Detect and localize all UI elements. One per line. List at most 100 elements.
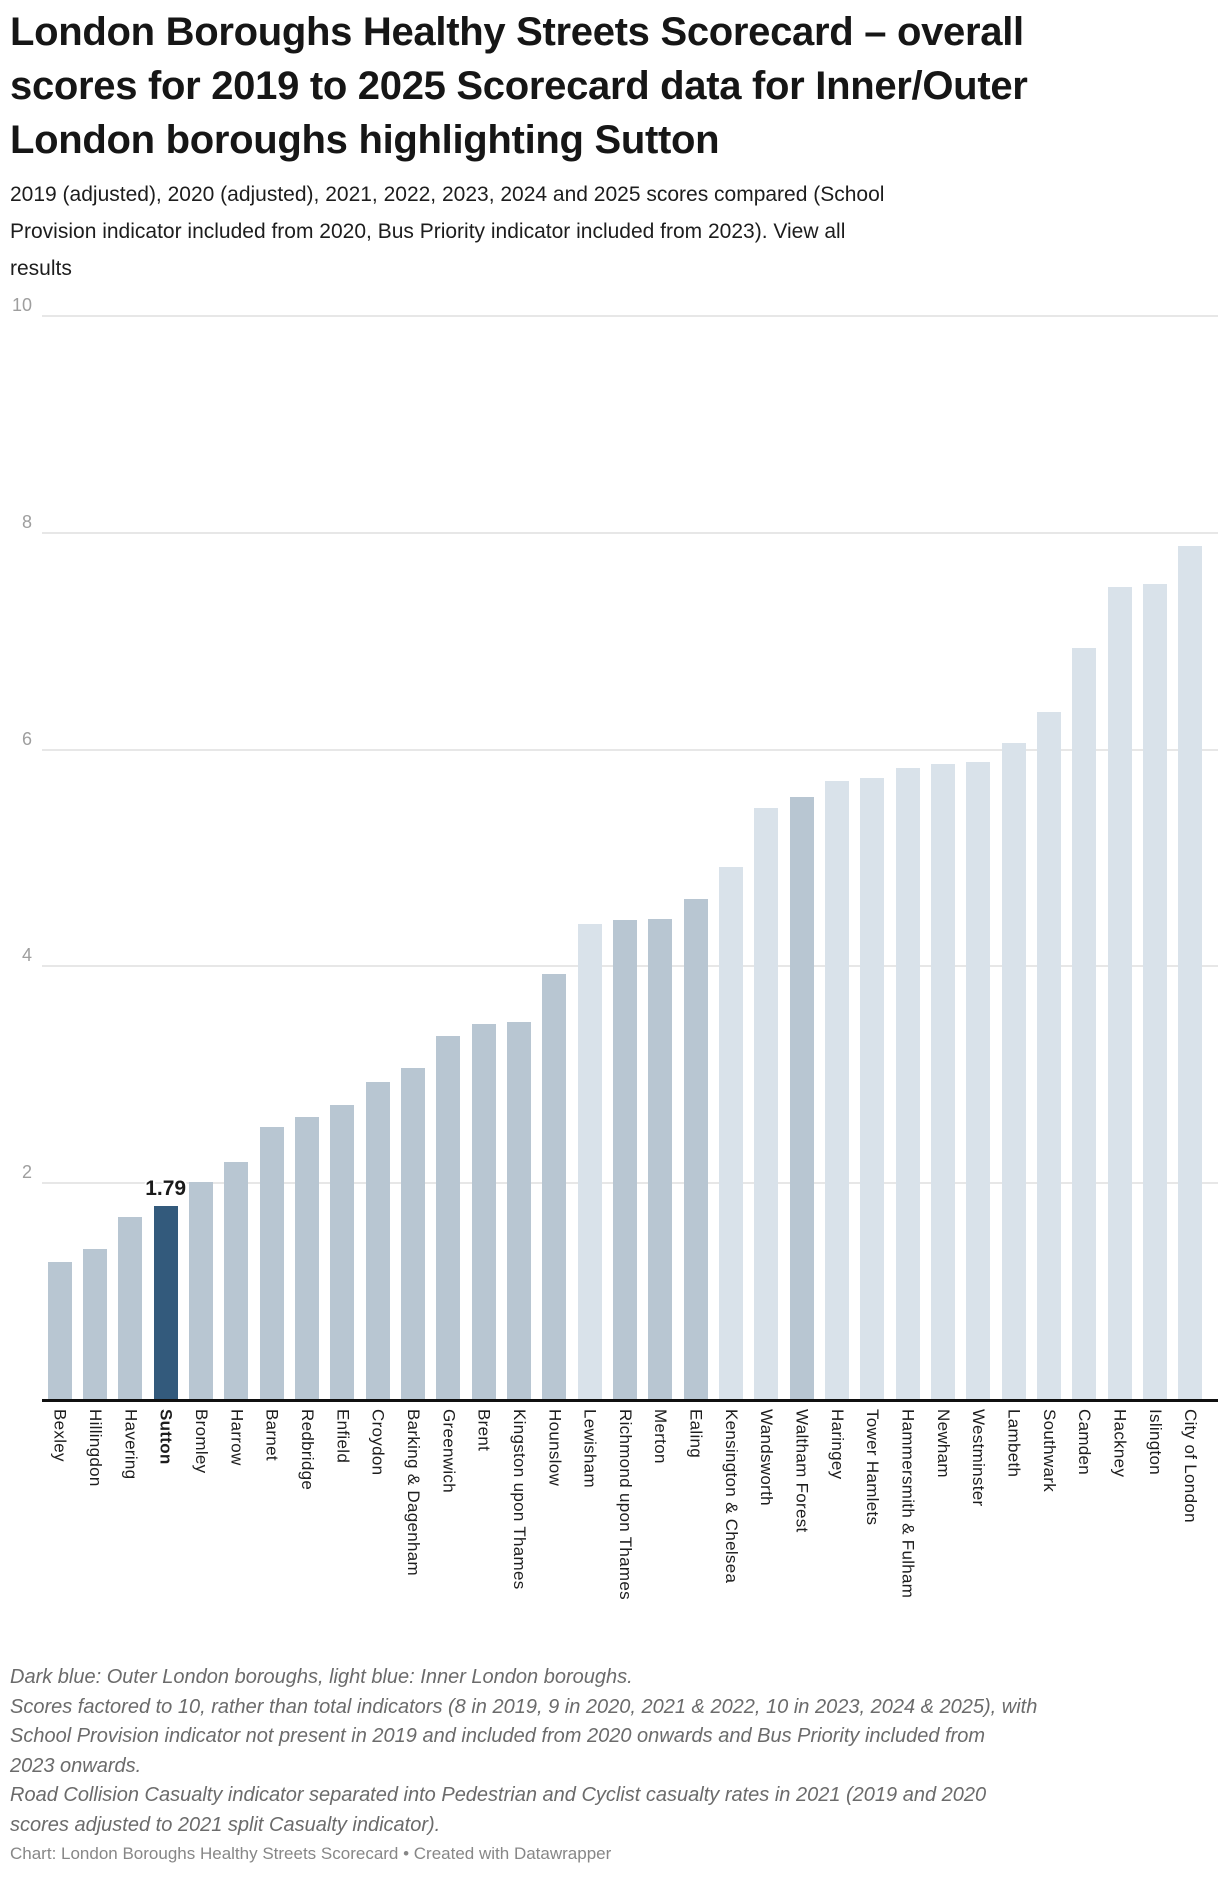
view-all-results-link[interactable]: results [10, 257, 72, 280]
x-axis-label: Havering [121, 1409, 141, 1480]
x-axis-label: Lewisham [580, 1409, 600, 1488]
y-axis-tick-label: 4 [21, 945, 32, 966]
bar-slot [784, 316, 819, 1400]
x-axis-label: Merton [651, 1409, 671, 1464]
bar-redbridge [294, 1117, 319, 1400]
bar-slot [749, 316, 784, 1400]
x-axis-label: Brent [474, 1409, 494, 1452]
chart-title: London Boroughs Healthy Streets Scorecar… [10, 5, 1210, 167]
x-axis-label: Newham [933, 1409, 953, 1478]
x-axis-label: Bromley [191, 1409, 211, 1474]
bar-harrow [224, 1161, 249, 1400]
bar-slot [961, 316, 996, 1400]
x-label-slot: Hammersmith & Fulham [890, 1409, 925, 1709]
bar-slot [42, 316, 77, 1400]
x-label-slot: Camden [1067, 1409, 1102, 1709]
highlight-value-label: 1.79 [145, 1176, 187, 1200]
chart-credit: Chart: London Boroughs Healthy Streets S… [10, 1844, 612, 1863]
x-label-slot: Tower Hamlets [855, 1409, 890, 1709]
x-label-slot: Brent [466, 1409, 501, 1709]
bar-slot [713, 316, 748, 1400]
footnotes: Dark blue: Outer London boroughs, light … [10, 1663, 1215, 1840]
bar-barnet [259, 1126, 284, 1400]
x-label-slot: Lambeth [996, 1409, 1031, 1709]
view-all-results-link[interactable]: View all [773, 220, 846, 243]
x-label-slot: Croydon [360, 1409, 395, 1709]
y-axis-tick-label: 2 [21, 1162, 32, 1183]
y-axis-tick-label: 8 [21, 511, 32, 532]
bar-slot [395, 316, 430, 1400]
bar-slot [1102, 316, 1137, 1400]
x-label-slot: Southwark [1031, 1409, 1066, 1709]
bar-slot [1067, 316, 1102, 1400]
x-label-slot: Lewisham [572, 1409, 607, 1709]
bar-slot [1031, 316, 1066, 1400]
bar-slot [1137, 316, 1172, 1400]
bar-brent [471, 1023, 496, 1400]
x-axis-line [42, 1399, 1218, 1402]
x-label-slot: Westminster [961, 1409, 996, 1709]
bar-slot [325, 316, 360, 1400]
x-axis-label: Barking & Dagenham [403, 1409, 423, 1576]
subtitle-line: 2019 (adjusted), 2020 (adjusted), 2021, … [10, 183, 885, 206]
chart-title-line: London Boroughs Healthy Streets Scorecar… [10, 10, 1024, 54]
x-axis-label: Haringey [827, 1409, 847, 1480]
x-label-slot: Havering [113, 1409, 148, 1709]
bar-greenwich [436, 1035, 461, 1400]
bar-slot [855, 316, 890, 1400]
x-label-slot: Haringey [819, 1409, 854, 1709]
bar-newham [930, 763, 955, 1400]
footnote-line: scores adjusted to 2021 split Casualty i… [10, 1813, 441, 1836]
x-axis-label: Ealing [686, 1409, 706, 1459]
x-axis-label: Westminster [969, 1409, 989, 1507]
x-axis-label: Lambeth [1004, 1409, 1024, 1478]
footnote-line: 2023 onwards. [10, 1754, 142, 1777]
bar-bromley [188, 1182, 213, 1400]
bar-westminster [966, 761, 991, 1400]
x-label-slot: Enfield [325, 1409, 360, 1709]
bar-slot [183, 316, 218, 1400]
x-axis-label: Southwark [1039, 1409, 1059, 1493]
x-axis-labels: Bexley Hillingdon Havering Sutton Bromley Har… [42, 1409, 1208, 1709]
bar-slot [678, 316, 713, 1400]
chart-title-line: scores for 2019 to 2025 Scorecard data f… [10, 64, 1028, 108]
x-label-slot: Wandsworth [749, 1409, 784, 1709]
x-label-slot: Hounslow [537, 1409, 572, 1709]
x-axis-label: Richmond upon Thames [615, 1409, 635, 1600]
x-label-slot: Merton [643, 1409, 678, 1709]
bar-slot: 1.79 [145, 316, 187, 1400]
bar-slot [890, 316, 925, 1400]
x-axis-label: Hackney [1110, 1409, 1130, 1478]
subtitle-line: Provision indicator included from 2020, … [10, 213, 1210, 250]
bar-slot [289, 316, 324, 1400]
bar-slot [607, 316, 642, 1400]
x-label-slot: Bromley [183, 1409, 218, 1709]
x-axis-label: City of London [1181, 1409, 1201, 1523]
bar-enfield [330, 1105, 355, 1400]
x-label-slot: Redbridge [289, 1409, 324, 1709]
bar-city-of-london [1178, 545, 1203, 1400]
footnote-line: School Provision indicator not present i… [10, 1725, 985, 1747]
bar-slot [819, 316, 854, 1400]
subtitle-line: results [10, 250, 1210, 287]
x-axis-label: Barnet [262, 1409, 282, 1461]
y-axis: 2 4 6 8 10 [0, 295, 32, 1400]
footnote-line: Scores factored to 10, rather than total… [10, 1695, 1038, 1718]
bar-slot [1173, 316, 1208, 1400]
footnote-line: Dark blue: Outer London boroughs, light … [10, 1666, 633, 1688]
x-label-slot: Sutton [148, 1409, 183, 1709]
bar-camden [1072, 647, 1097, 1400]
bar-bexley [47, 1262, 72, 1400]
x-axis-label: Islington [1145, 1409, 1165, 1476]
x-label-slot: Kingston upon Thames [501, 1409, 536, 1709]
bar-lambeth [1001, 743, 1026, 1400]
x-axis-label: Camden [1075, 1409, 1095, 1476]
x-axis-label: Enfield [333, 1409, 353, 1464]
x-label-slot: Newham [925, 1409, 960, 1709]
x-label-slot: Ealing [678, 1409, 713, 1709]
y-axis-tick-label: 6 [21, 728, 32, 749]
bar-slot [466, 316, 501, 1400]
x-label-slot: Kensington & Chelsea [713, 1409, 748, 1709]
chart-title-line: London boroughs highlighting Sutton [10, 118, 720, 162]
